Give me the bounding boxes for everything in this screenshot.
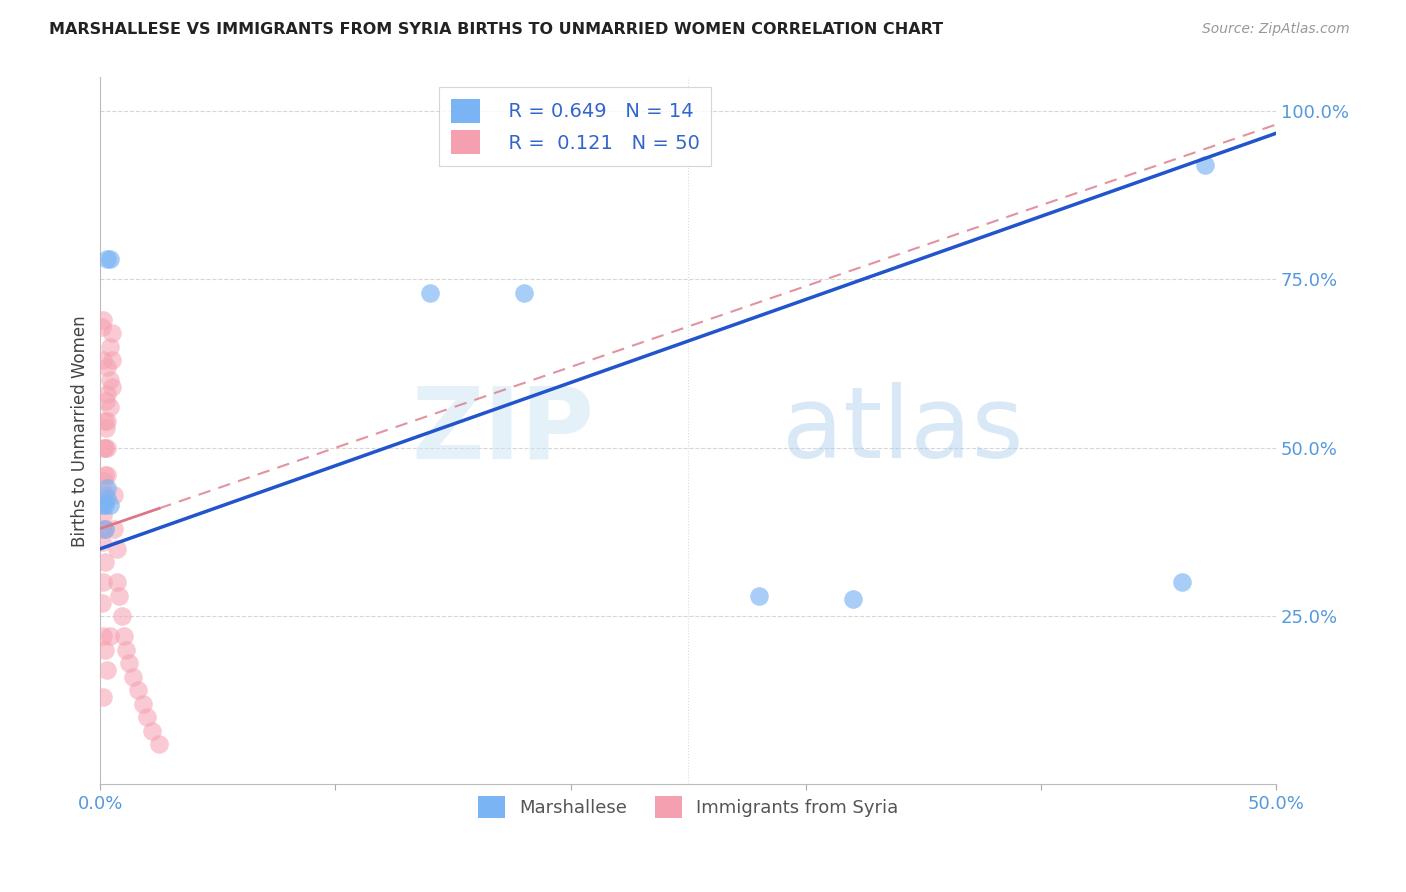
Point: [98, 373, 121, 387]
Text: atlas: atlas: [782, 383, 1024, 479]
Point: [91, 629, 114, 643]
Point: [127, 683, 149, 698]
Point: [93, 494, 115, 508]
Point: [90, 319, 112, 334]
Point: [91, 508, 114, 522]
Point: [94, 441, 117, 455]
Point: [90, 535, 112, 549]
Point: [94, 642, 117, 657]
Point: [96, 252, 118, 267]
Point: [101, 380, 124, 394]
Point: [91, 522, 114, 536]
Point: [98, 340, 121, 354]
Point: [94, 522, 117, 536]
Point: [748, 589, 770, 603]
Text: Source: ZipAtlas.com: Source: ZipAtlas.com: [1202, 22, 1350, 37]
Point: [101, 326, 124, 341]
Point: [94, 414, 117, 428]
Point: [96, 441, 118, 455]
Y-axis label: Births to Unmarried Women: Births to Unmarried Women: [72, 315, 89, 547]
Point: [101, 353, 124, 368]
Point: [148, 737, 170, 751]
Point: [842, 592, 865, 607]
Text: MARSHALLESE VS IMMIGRANTS FROM SYRIA BIRTHS TO UNMARRIED WOMEN CORRELATION CHART: MARSHALLESE VS IMMIGRANTS FROM SYRIA BIR…: [49, 22, 943, 37]
Point: [94, 467, 117, 482]
Point: [115, 642, 138, 657]
Point: [105, 541, 128, 556]
Point: [418, 285, 440, 300]
Point: [94, 522, 117, 536]
Point: [122, 670, 145, 684]
Point: [96, 491, 118, 506]
Point: [98, 401, 121, 415]
Point: [91, 498, 114, 512]
Point: [110, 609, 132, 624]
Point: [96, 414, 118, 428]
Point: [98, 629, 121, 643]
Point: [96, 663, 118, 677]
Point: [91, 313, 114, 327]
Point: [96, 393, 118, 408]
Point: [93, 475, 115, 489]
Point: [96, 387, 118, 401]
Point: [96, 467, 118, 482]
Point: [141, 723, 163, 738]
Point: [91, 353, 114, 368]
Point: [94, 488, 117, 502]
Point: [1171, 575, 1194, 590]
Point: [108, 589, 131, 603]
Point: [131, 697, 153, 711]
Point: [98, 252, 121, 267]
Point: [112, 629, 135, 643]
Point: [91, 690, 114, 704]
Point: [91, 575, 114, 590]
Point: [94, 498, 117, 512]
Point: [103, 488, 125, 502]
Point: [90, 596, 112, 610]
Point: [105, 575, 128, 590]
Point: [94, 555, 117, 569]
Point: [93, 441, 115, 455]
Legend: Marshallese, Immigrants from Syria: Marshallese, Immigrants from Syria: [471, 789, 905, 825]
Point: [1194, 158, 1216, 172]
Point: [136, 710, 159, 724]
Point: [117, 657, 139, 671]
Text: ZIP: ZIP: [411, 383, 595, 479]
Point: [96, 359, 118, 374]
Point: [96, 420, 118, 434]
Point: [96, 481, 118, 495]
Point: [98, 498, 121, 512]
Point: [103, 522, 125, 536]
Point: [512, 285, 534, 300]
